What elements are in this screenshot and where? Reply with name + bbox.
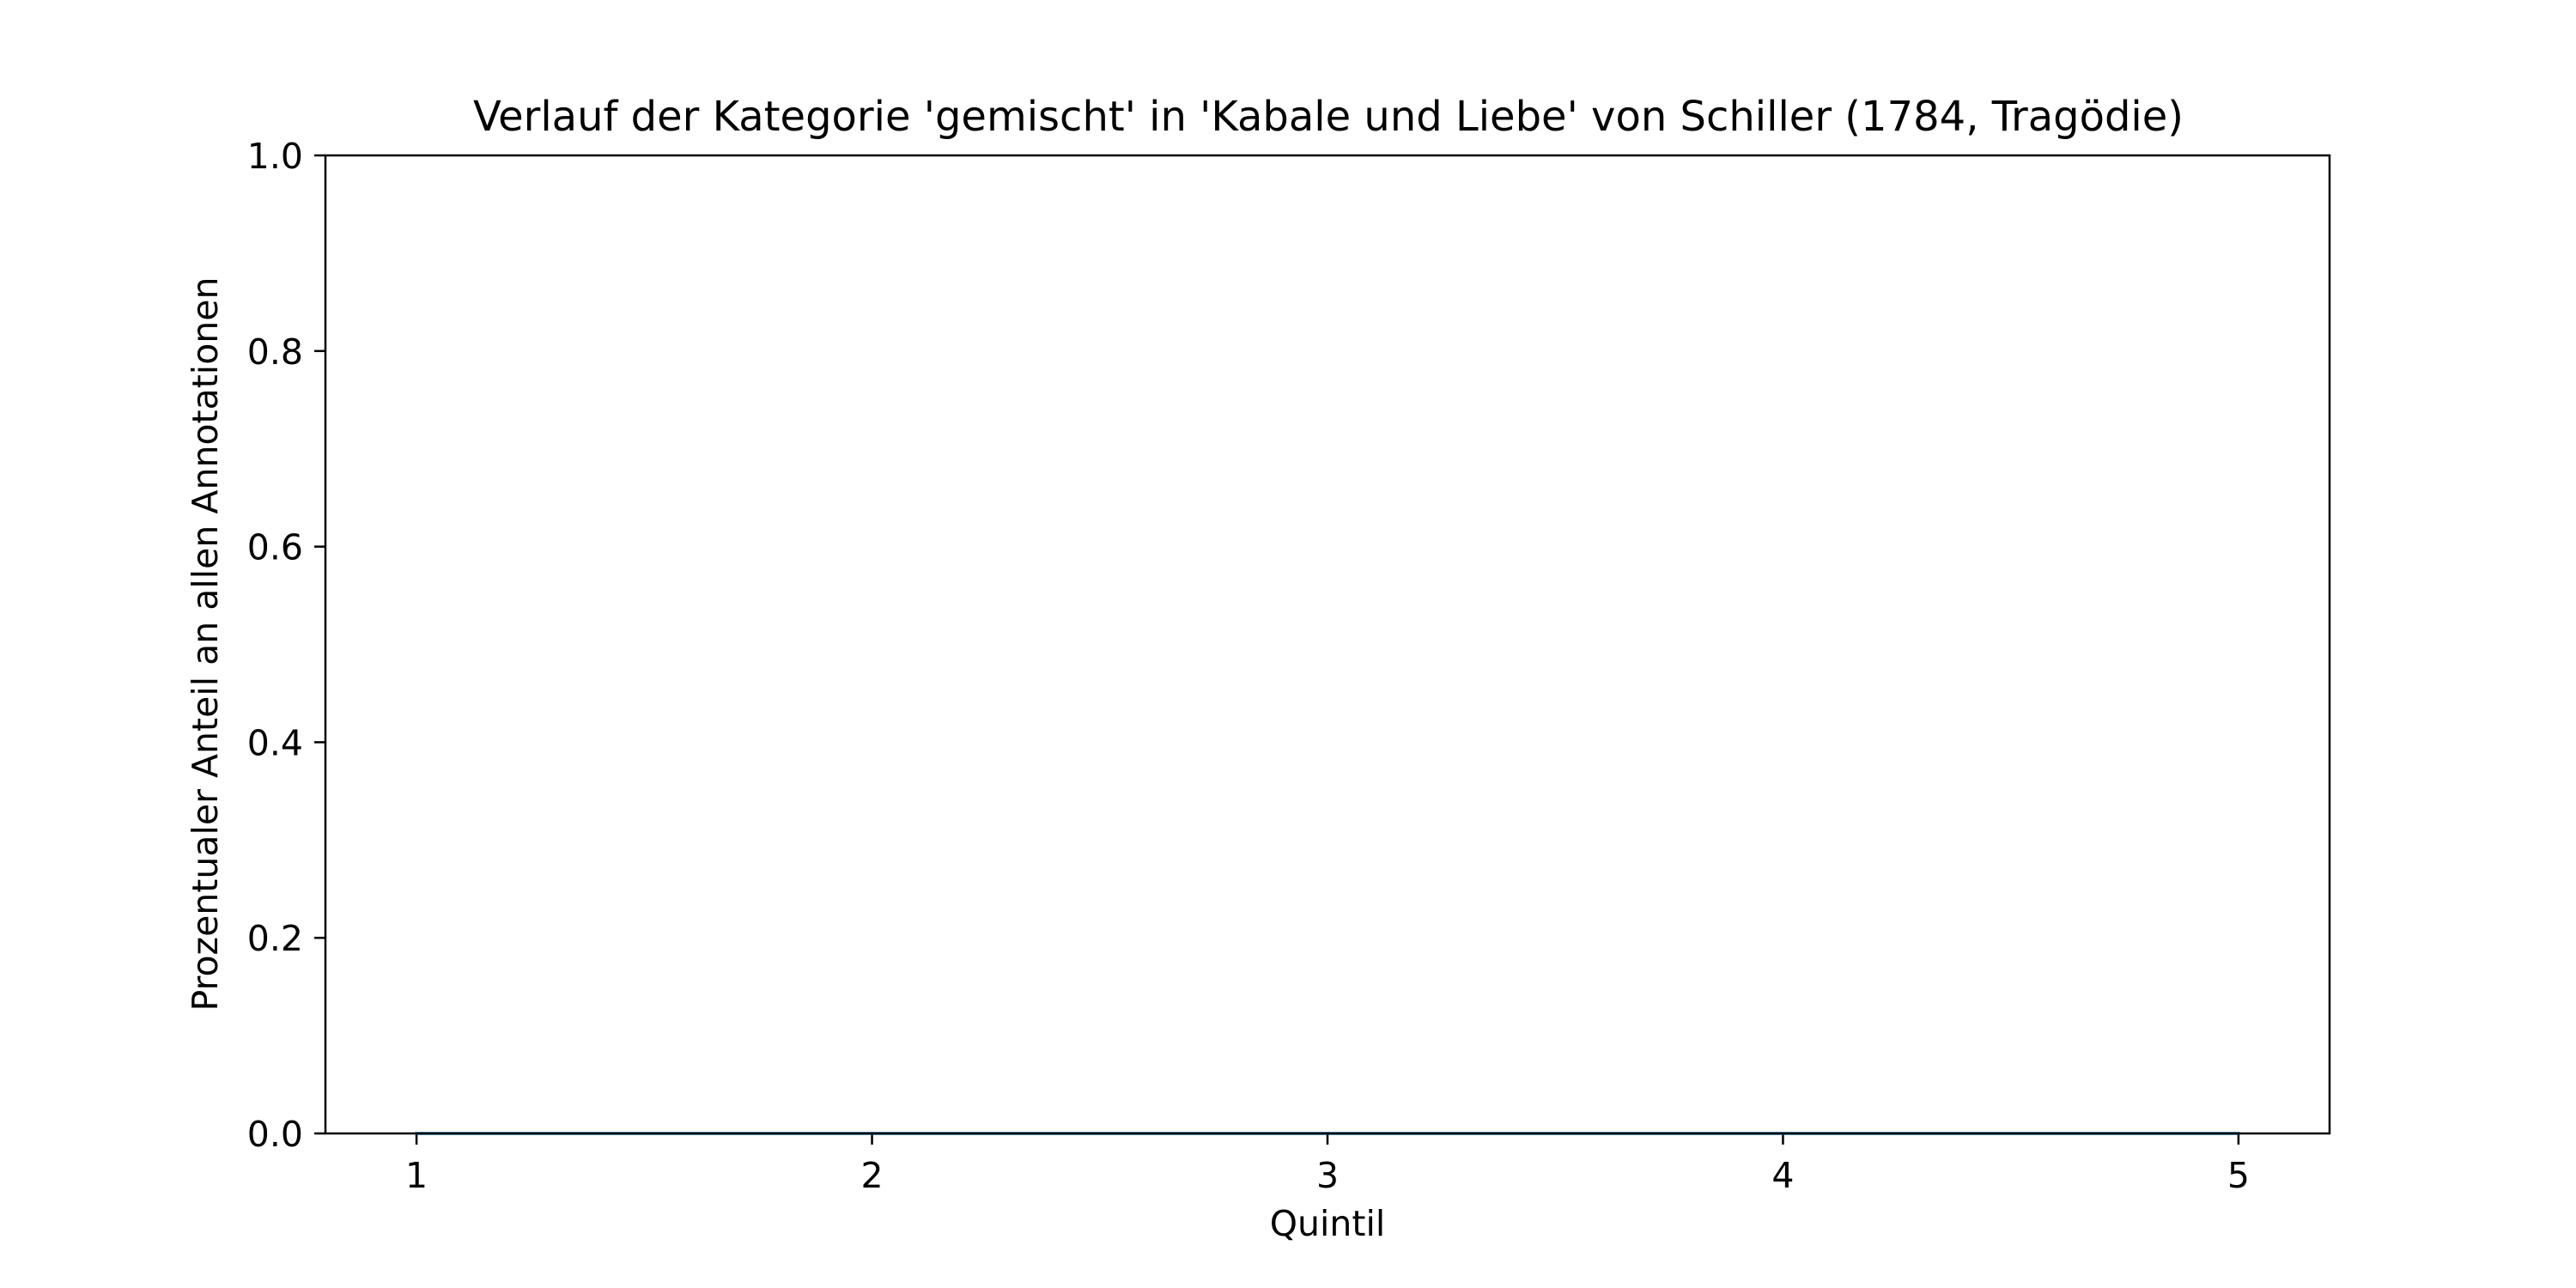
y-axis-title: Prozentualer Anteil an allen Annotatione… — [185, 277, 226, 1012]
x-tick-label: 3 — [1316, 1155, 1339, 1196]
y-tick-label: 0.6 — [247, 527, 303, 568]
chart-title: Verlauf der Kategorie 'gemischt' in 'Kab… — [473, 93, 2184, 141]
x-axis-title: Quintil — [1270, 1203, 1386, 1244]
x-tick-label: 5 — [2227, 1155, 2250, 1196]
y-tick-label: 1.0 — [247, 136, 303, 177]
y-tick-label: 0.2 — [247, 918, 303, 959]
y-tick-label: 0.8 — [247, 331, 303, 373]
y-tick-label: 0.0 — [247, 1114, 303, 1155]
x-axis-ticks: 1 2 3 4 5 — [405, 1133, 2250, 1196]
x-tick-label: 4 — [1771, 1155, 1794, 1196]
y-tick-label: 0.4 — [247, 722, 303, 763]
y-axis-ticks: 0.0 0.2 0.4 0.6 0.8 1.0 — [247, 136, 325, 1155]
x-tick-label: 1 — [405, 1155, 428, 1196]
plot-frame — [324, 154, 2331, 1135]
x-tick-label: 2 — [860, 1155, 883, 1196]
